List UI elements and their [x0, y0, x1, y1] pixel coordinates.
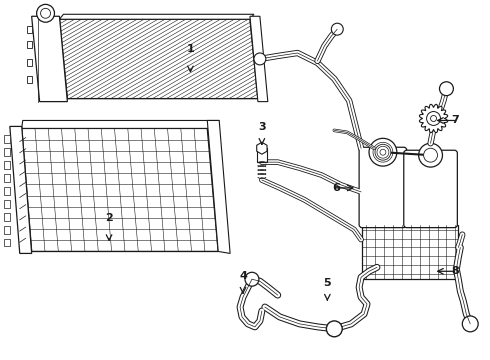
Circle shape: [254, 53, 266, 65]
Polygon shape: [59, 19, 258, 99]
Text: 1: 1: [187, 44, 195, 54]
Polygon shape: [4, 213, 10, 221]
Text: 6: 6: [332, 183, 340, 193]
Polygon shape: [4, 135, 10, 143]
Polygon shape: [26, 41, 32, 48]
Polygon shape: [4, 161, 10, 169]
Polygon shape: [26, 59, 32, 66]
Circle shape: [331, 23, 343, 35]
Text: 8: 8: [451, 266, 459, 276]
Circle shape: [369, 138, 397, 166]
Polygon shape: [4, 239, 10, 247]
FancyBboxPatch shape: [359, 147, 407, 228]
Polygon shape: [10, 126, 32, 253]
Polygon shape: [257, 142, 267, 154]
Circle shape: [326, 321, 342, 337]
Polygon shape: [419, 104, 448, 132]
Polygon shape: [207, 121, 230, 253]
Text: 5: 5: [323, 278, 331, 288]
Polygon shape: [26, 76, 32, 83]
Polygon shape: [22, 129, 218, 251]
Polygon shape: [250, 16, 268, 102]
Text: 4: 4: [239, 271, 247, 281]
Polygon shape: [257, 148, 267, 162]
Polygon shape: [362, 225, 458, 279]
Polygon shape: [4, 200, 10, 208]
Text: 3: 3: [258, 122, 266, 132]
Polygon shape: [4, 148, 10, 156]
Polygon shape: [4, 187, 10, 195]
Circle shape: [424, 148, 438, 162]
Circle shape: [431, 116, 437, 121]
Circle shape: [427, 112, 441, 125]
Polygon shape: [32, 16, 68, 102]
Polygon shape: [26, 26, 32, 33]
Circle shape: [418, 143, 442, 167]
Circle shape: [245, 272, 259, 286]
Text: 7: 7: [451, 116, 459, 126]
Text: 2: 2: [105, 213, 113, 223]
Circle shape: [41, 8, 50, 18]
Polygon shape: [59, 14, 254, 19]
Circle shape: [462, 316, 478, 332]
Circle shape: [440, 82, 453, 96]
Polygon shape: [4, 226, 10, 234]
Polygon shape: [4, 174, 10, 182]
Circle shape: [37, 4, 54, 22]
FancyBboxPatch shape: [404, 150, 457, 228]
Polygon shape: [22, 121, 219, 129]
Circle shape: [375, 144, 391, 160]
